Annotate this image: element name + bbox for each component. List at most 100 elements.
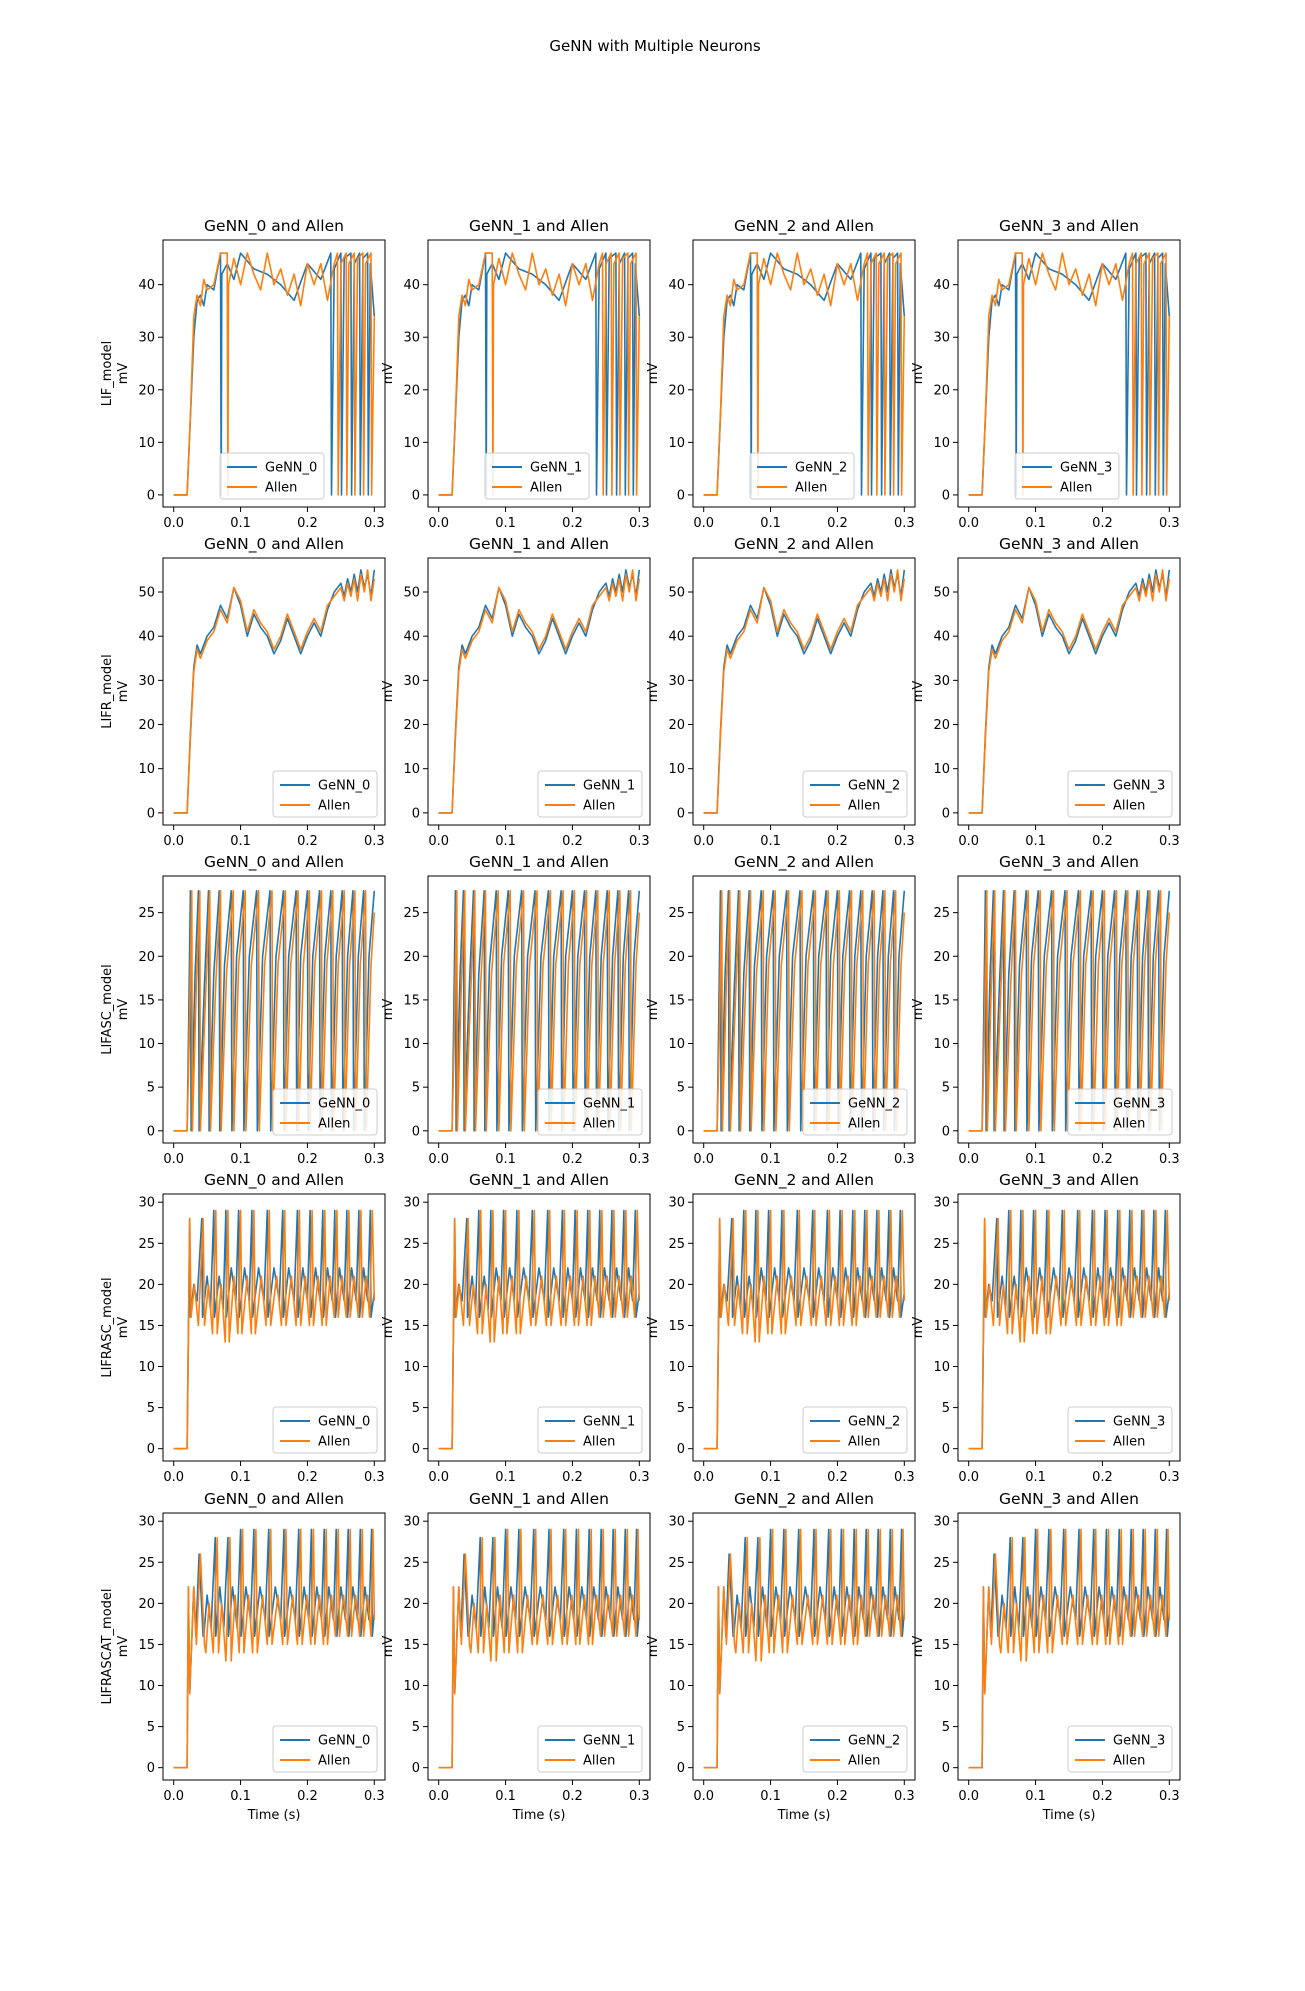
series-line-allen [703,252,906,496]
x-tick-label: 0.2 [562,1152,583,1167]
y-tick-label: 20 [403,383,420,398]
y-tick-label: 5 [412,1081,420,1096]
x-tick-label: 0.2 [562,516,583,531]
y-tick-label: 20 [138,1278,155,1293]
x-axis-label: Time (s) [247,1808,301,1823]
subplot-r1-c2: 0.0 0.1 0.2 0.3 0 10 20 30 40 50 GeNN_2 and Allen m… [646,535,916,849]
y-tick-label: 15 [668,1319,685,1334]
subplot-title: GeNN_1 and Allen [469,535,609,554]
legend-label-genn: GeNN_3 [1113,1415,1165,1430]
legend-label-allen: Allen [848,1435,880,1450]
y-tick-label: 30 [138,1515,155,1530]
x-tick-label: 0.3 [1159,1789,1180,1804]
legend: GeNN_2 Allen [802,1088,908,1136]
subplot-title: GeNN_3 and Allen [999,217,1139,236]
x-tick-label: 0.2 [827,1152,848,1167]
legend-label-allen: Allen [318,1117,350,1132]
y-axis-label: mV [911,1636,926,1658]
y-axis-label: mV [911,1317,926,1339]
legend-label-genn: GeNN_1 [583,1734,635,1749]
axes-frame [957,557,1181,826]
series-line-genn [703,1528,906,1769]
x-tick-label: 0.2 [297,1470,318,1485]
y-tick-label: 25 [668,1237,685,1252]
x-tick-label: 0.0 [428,516,449,531]
y-tick-label: 15 [668,1638,685,1653]
y-tick-label: 10 [403,1037,420,1052]
y-tick-label: 25 [668,1556,685,1571]
y-tick-label: 20 [668,718,685,733]
y-tick-label: 0 [677,1761,685,1776]
x-tick-label: 0.2 [562,1789,583,1804]
y-tick-label: 10 [933,1679,950,1694]
x-tick-label: 0.1 [495,1152,516,1167]
y-tick-label: 5 [942,1081,950,1096]
y-tick-label: 15 [403,1638,420,1653]
series-line-allen [968,569,1171,814]
legend-label-allen: Allen [583,1754,615,1769]
x-tick-label: 0.2 [827,1789,848,1804]
y-axis-label: mV [381,681,396,703]
legend: GeNN_1 Allen [484,452,590,500]
y-tick-label: 20 [933,1597,950,1612]
series-line-genn [173,1209,376,1450]
subplot-title: GeNN_0 and Allen [204,217,344,236]
legend: GeNN_1 Allen [537,770,643,818]
legend: GeNN_2 Allen [802,1406,908,1454]
row-label: LIFR_model [100,654,115,729]
y-tick-label: 15 [403,1319,420,1334]
x-tick-label: 0.3 [364,1470,385,1485]
x-tick-label: 0.2 [827,1470,848,1485]
series-line-genn [438,569,641,814]
x-tick-label: 0.3 [894,1470,915,1485]
x-tick-label: 0.2 [297,834,318,849]
y-tick-label: 10 [403,436,420,451]
x-tick-label: 0.2 [562,834,583,849]
x-tick-label: 0.1 [760,516,781,531]
y-tick-label: 5 [412,1401,420,1416]
y-tick-label: 40 [668,278,685,293]
legend-label-allen: Allen [1060,481,1092,496]
axes-frame [427,239,651,508]
x-tick-label: 0.2 [297,516,318,531]
subplot-title: GeNN_1 and Allen [469,1490,609,1509]
series-line-allen [703,1209,906,1450]
y-tick-label: 30 [933,331,950,346]
x-tick-label: 0.1 [1025,1470,1046,1485]
y-tick-label: 25 [668,906,685,921]
legend-label-genn: GeNN_1 [530,461,582,476]
subplot-title: GeNN_3 and Allen [999,853,1139,872]
x-tick-label: 0.3 [894,1789,915,1804]
x-tick-label: 0.0 [958,834,979,849]
y-tick-label: 0 [147,1442,155,1457]
series-line-allen [438,1528,641,1769]
y-tick-label: 50 [933,586,950,601]
axes-frame [957,239,1181,508]
x-tick-label: 0.2 [1092,834,1113,849]
series-line-genn [703,890,906,1132]
subplot-r3-c0: 0.0 0.1 0.2 0.3 0 5 10 15 20 25 30 GeNN_0 and Allen… [100,1171,386,1485]
x-tick-label: 0.2 [827,834,848,849]
y-axis-label: mV [911,681,926,703]
legend-label-allen: Allen [583,1117,615,1132]
x-tick-label: 0.3 [629,1152,650,1167]
y-tick-label: 20 [403,718,420,733]
x-tick-label: 0.1 [1025,834,1046,849]
y-tick-label: 0 [147,1124,155,1139]
x-tick-label: 0.1 [495,1789,516,1804]
y-tick-label: 10 [933,1360,950,1375]
x-tick-label: 0.2 [1092,1470,1113,1485]
y-tick-label: 10 [138,436,155,451]
y-tick-label: 30 [668,1515,685,1530]
y-tick-label: 15 [933,993,950,1008]
y-tick-label: 10 [403,762,420,777]
x-tick-label: 0.3 [629,1470,650,1485]
x-tick-label: 0.1 [760,834,781,849]
subplot-r4-c3: 0.0 0.1 0.2 0.3 0 5 10 15 20 25 30 GeNN_3 and Allen… [911,1490,1181,1823]
legend-label-genn: GeNN_2 [795,461,847,476]
y-tick-label: 25 [933,1556,950,1571]
series-line-genn [173,569,376,814]
y-axis-label: mV [646,1636,661,1658]
y-tick-label: 30 [403,1196,420,1211]
x-tick-label: 0.3 [1159,834,1180,849]
